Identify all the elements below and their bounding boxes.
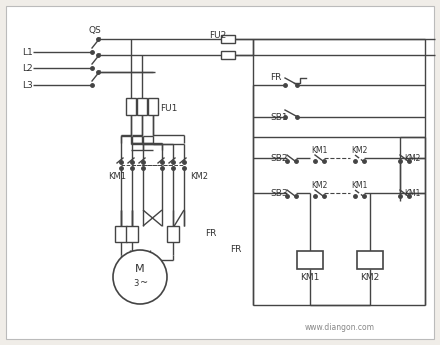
Text: 3: 3 [133, 278, 139, 287]
Bar [126, 98, 136, 115]
Text: L1: L1 [22, 48, 33, 57]
Text: FU1: FU1 [160, 104, 177, 112]
Bar [221, 51, 235, 59]
Bar [167, 226, 179, 242]
Text: KM1: KM1 [301, 274, 320, 283]
Text: SB3: SB3 [270, 188, 288, 197]
Circle shape [113, 250, 167, 304]
Bar [126, 226, 138, 242]
Text: SB2: SB2 [270, 154, 287, 162]
Bar [297, 251, 323, 269]
Text: KM1: KM1 [108, 171, 126, 180]
Bar [357, 251, 383, 269]
Bar [137, 98, 147, 115]
Text: KM2: KM2 [190, 171, 208, 180]
Text: KM1: KM1 [404, 188, 420, 197]
Text: KM1: KM1 [311, 146, 327, 155]
Text: FR: FR [230, 246, 242, 255]
Text: FU2: FU2 [209, 30, 227, 39]
Text: QS: QS [88, 26, 101, 34]
Text: KM2: KM2 [360, 274, 380, 283]
Text: KM2: KM2 [311, 180, 327, 189]
Text: KM1: KM1 [351, 180, 367, 189]
Text: ~: ~ [140, 278, 148, 288]
Text: KM2: KM2 [351, 146, 367, 155]
Text: SB1: SB1 [270, 112, 288, 121]
Text: KM2: KM2 [404, 154, 420, 162]
Text: L2: L2 [22, 63, 33, 72]
Text: L3: L3 [22, 80, 33, 89]
Text: FR: FR [270, 72, 281, 81]
Bar [221, 35, 235, 43]
Text: M: M [135, 264, 145, 274]
Text: FR: FR [205, 229, 216, 238]
Text: www.diangon.com: www.diangon.com [305, 323, 375, 332]
Bar [148, 98, 158, 115]
Bar [115, 226, 127, 242]
